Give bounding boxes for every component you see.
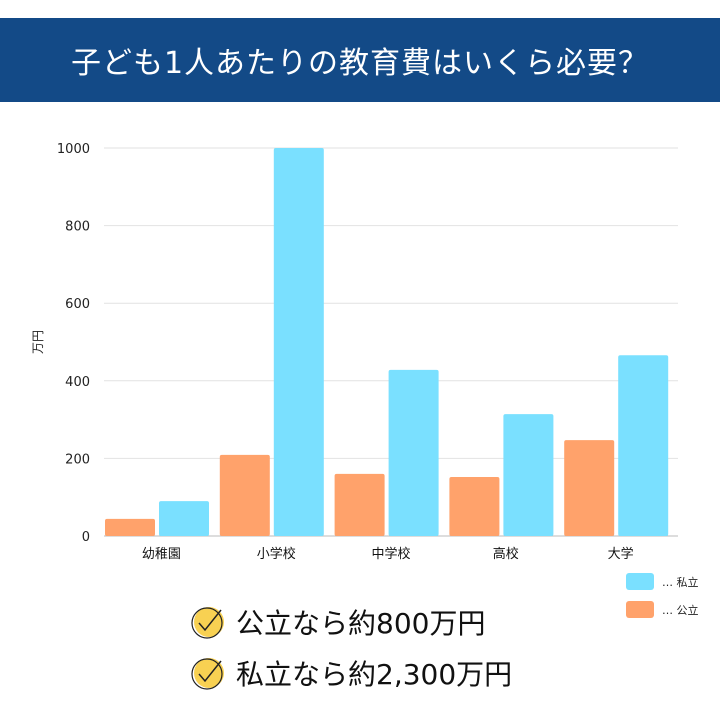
- y-tick-label: 400: [65, 375, 90, 390]
- y-axis-label: 万円: [31, 330, 45, 354]
- summary-public: 公立なら約800万円: [190, 602, 485, 642]
- y-tick-label: 0: [82, 530, 90, 545]
- bar-private: [273, 148, 324, 536]
- bar-public: [449, 477, 500, 536]
- bar-private: [503, 414, 554, 536]
- bar-public: [564, 440, 615, 536]
- check-circle-icon: [191, 658, 224, 690]
- check-circle-icon: [191, 607, 224, 639]
- x-tick-label: 高校: [493, 546, 519, 562]
- legend-swatch: [626, 601, 654, 618]
- bar-public: [105, 518, 155, 536]
- legend-swatch: [626, 573, 654, 590]
- summary-text: 私立なら約2,300万円: [236, 658, 513, 691]
- page-title: 子ども1人あたりの教育費はいくら必要？: [0, 18, 720, 102]
- legend-label: … 公立: [662, 603, 699, 617]
- bar-public: [219, 454, 270, 536]
- legend-item-public: … 公立: [626, 601, 699, 618]
- y-tick-label: 200: [65, 452, 90, 467]
- y-tick-label: 800: [65, 220, 90, 235]
- x-tick-label: 中学校: [371, 546, 410, 562]
- y-tick-label: 600: [65, 297, 90, 312]
- legend-item-private: … 私立: [626, 573, 699, 590]
- x-tick-label: 大学: [608, 546, 634, 562]
- bar-private: [618, 355, 669, 536]
- x-tick-label: 幼稚園: [142, 547, 181, 562]
- legend-label: … 私立: [662, 575, 699, 589]
- bar-public: [334, 473, 385, 536]
- summary-private: 私立なら約2,300万円: [190, 653, 512, 693]
- x-tick-label: 小学校: [257, 546, 296, 562]
- bar-private: [388, 369, 439, 536]
- bar-private: [159, 501, 209, 536]
- y-tick-label: 1000: [57, 142, 90, 157]
- summary-text: 公立なら約800万円: [236, 607, 486, 640]
